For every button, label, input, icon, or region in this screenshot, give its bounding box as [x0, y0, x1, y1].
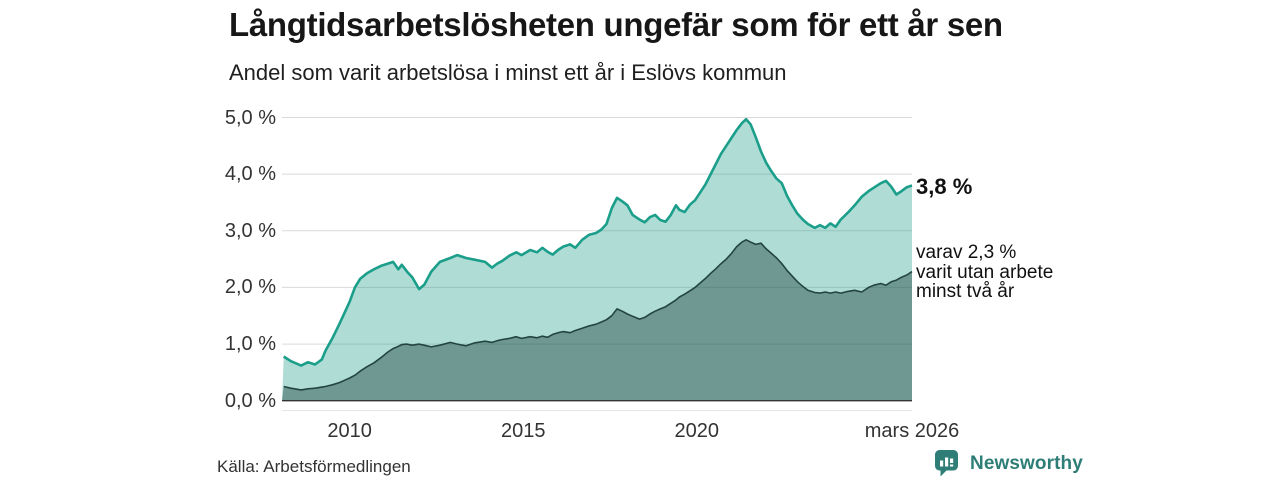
- secondary-annotation: varav 2,3 % varit utan arbete minst två …: [916, 243, 1053, 302]
- chart-subtitle: Andel som varit arbetslösa i minst ett å…: [229, 60, 787, 85]
- x-axis-label: mars 2026: [864, 420, 960, 442]
- y-axis-label: 2,0 %: [224, 276, 276, 299]
- secondary-annotation-line: varav 2,3 %: [916, 242, 1017, 263]
- y-axis-label: 1,0 %: [224, 333, 276, 356]
- series-area-total: [282, 119, 912, 401]
- brand-name: Newsworthy: [970, 452, 1083, 474]
- series-line-two-years: [283, 239, 913, 391]
- y-axis-label: 5,0 %: [224, 106, 276, 129]
- source-label: Källa: Arbetsförmedlingen: [217, 457, 411, 476]
- y-axis-label: 0,0 %: [224, 389, 276, 412]
- y-axis-label: 4,0 %: [224, 163, 276, 186]
- chart-title: Långtidsarbetslösheten ungefär som för e…: [229, 6, 1003, 43]
- y-axis-label: 3,0 %: [224, 219, 276, 242]
- secondary-annotation-line: varit utan arbete: [916, 261, 1054, 283]
- x-axis-label: 2010: [327, 420, 372, 442]
- latest-value-label: 3,8 %: [916, 174, 973, 199]
- newsworthy-logo-icon: [935, 450, 958, 477]
- x-axis-label: 2015: [500, 420, 546, 442]
- brand-lockup: Newsworthy: [934, 449, 1083, 478]
- series-area-two-years: [282, 239, 912, 401]
- secondary-annotation-line: minst två år: [916, 281, 1015, 302]
- x-axis-label: 2020: [674, 420, 720, 442]
- series-line-total: [282, 117, 913, 367]
